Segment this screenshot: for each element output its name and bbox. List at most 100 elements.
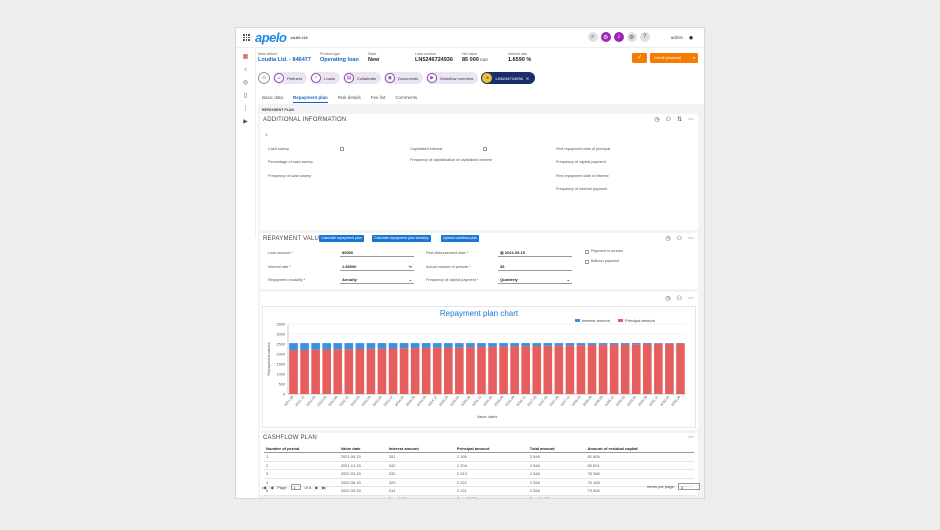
x-tick-label: 2027.09 [549, 395, 560, 407]
col-total[interactable]: Total amount [527, 444, 586, 453]
bar-principal [366, 348, 376, 394]
table-row[interactable]: 2 2021.12.15 342 2 204 2 546 80 601 [264, 461, 694, 470]
play-icon[interactable]: ▶ [243, 119, 248, 125]
dashboard-icon[interactable]: ▦ [242, 54, 249, 60]
compass-icon[interactable]: ◎ [242, 80, 249, 86]
loan-amount-input[interactable]: 85000 [340, 249, 414, 257]
pill-current-loan[interactable]: ● LN5246724936 ✕ [481, 72, 536, 84]
table-row[interactable]: 5 2022.09.15 314 2 231 2 546 73 934 [264, 486, 694, 496]
sum-cell: Sum: 85 000 [455, 495, 528, 499]
first-page-icon[interactable]: |◀ [262, 484, 267, 490]
apps-grid-icon[interactable] [243, 34, 250, 41]
x-tick-label: 2023.09 [372, 395, 383, 407]
calculate-plan-button[interactable]: Calculate repayment plan [319, 235, 364, 242]
next-page-icon[interactable]: ▶ [315, 484, 319, 490]
more-options-icon[interactable]: ⋯ [688, 236, 694, 242]
table-row[interactable]: 1 2021.09.15 351 2 195 2 546 82 805 [264, 452, 694, 462]
pill-loans[interactable]: ✓ Loans [310, 72, 341, 84]
capital-frequency-select[interactable]: Quarterly ⌄ [498, 277, 572, 284]
pill-collaterals[interactable]: ▤ Collaterals [343, 72, 381, 84]
bar-principal [543, 345, 553, 394]
history-icon[interactable]: ◷ [654, 117, 660, 123]
tab-fee-list[interactable]: Fee list [370, 95, 386, 100]
check-button[interactable]: ✓ [632, 53, 647, 63]
calculate-similarly-button[interactable]: Calculate repayment plan similarly [372, 235, 431, 242]
document-icon[interactable]: ▯ [243, 93, 248, 99]
app-logo[interactable]: apelo [255, 30, 287, 45]
x-tick-label: 2028.03 [571, 395, 582, 407]
user-avatar-icon[interactable]: ● [688, 32, 694, 42]
collapse-icon[interactable]: ∧ [265, 133, 268, 137]
settings-icon[interactable]: ⚙ [600, 32, 611, 42]
more-options-icon[interactable]: ⋯ [688, 296, 694, 302]
credit-proposal-button[interactable]: Credit proposal ▾ [650, 53, 698, 63]
tab-repayment-plan[interactable]: Repayment plan [293, 95, 328, 103]
history-icon[interactable]: ◷ [665, 236, 671, 242]
field-cash-sweep-frequency: Frequency of cash sweep [268, 174, 312, 178]
table-row[interactable]: 4 2022.06.15 323 2 222 2 546 76 165 [264, 478, 694, 487]
pill-partners[interactable]: ☺ Partners [273, 72, 308, 84]
tab-comments[interactable]: Comments [395, 95, 418, 100]
user-name[interactable]: admin [670, 34, 683, 40]
table-cell: 78 388 [585, 469, 694, 479]
legend-interest: Interest amount [575, 318, 610, 323]
table-cell: 2 [264, 461, 339, 470]
help-icon[interactable]: ? [639, 32, 650, 42]
col-principal[interactable]: Principal amount [454, 444, 528, 453]
pill-documents[interactable]: ◉ Documents [383, 72, 424, 84]
pill-workflow[interactable]: ▶ Workflow overview [426, 72, 479, 84]
bar-principal [388, 348, 398, 394]
page-input[interactable]: 1 [290, 484, 301, 490]
table-cell: 2021.09.15 [338, 452, 387, 462]
notification-icon[interactable]: ♪ [613, 32, 624, 42]
loan-header: Main debtor Loudia Ltd. - 846477 Product … [258, 52, 704, 68]
prev-page-icon[interactable]: ◀ [270, 484, 274, 490]
tab-basic-data[interactable]: Basic data [262, 95, 284, 100]
table-cell: 342 [386, 461, 455, 470]
x-tick-label: 2024.06 [405, 395, 416, 407]
table-cell: 2022.09.15 [338, 486, 387, 496]
bar-principal [322, 349, 332, 394]
filter-icon[interactable]: ⇅ [676, 117, 682, 123]
bar-interest [620, 343, 630, 345]
items-per-page-select[interactable]: 5 [678, 483, 700, 490]
col-residual[interactable]: Amount of residual capital [585, 444, 694, 453]
hierarchy-icon[interactable]: ⚇ [676, 236, 682, 242]
col-interest[interactable]: Interest amount [386, 444, 455, 453]
more-options-icon[interactable]: ⋯ [688, 117, 694, 123]
bar-principal [477, 346, 486, 394]
capitalised-interest-checkbox[interactable] [483, 147, 487, 151]
balloon-payment-checkbox[interactable] [585, 260, 589, 264]
interest-rate-input[interactable]: 1.65000% [340, 264, 414, 271]
first-disbursement-input[interactable]: ▦ 2021.09.15 [498, 249, 572, 257]
repayment-modality-select[interactable]: Annuity ⌄ [340, 277, 414, 284]
sidebar: ▦ ○ ◎ ▯ ⋮ ▶ [236, 48, 256, 238]
last-page-icon[interactable]: ▶| [322, 484, 327, 490]
col-value-date[interactable]: Value date [338, 444, 387, 453]
upload-cashflow-button[interactable]: Upload cashflow plan [441, 235, 480, 242]
home-icon[interactable]: ⌂ [258, 72, 270, 84]
chat-icon[interactable]: ○ [243, 67, 248, 73]
gear-icon[interactable]: ⚙ [626, 32, 637, 42]
payment-in-arrears-checkbox[interactable] [585, 250, 589, 254]
hierarchy-icon[interactable]: ⚇ [676, 296, 682, 302]
cash-sweep-checkbox[interactable] [340, 147, 344, 151]
col-period[interactable]: Number of period [264, 444, 339, 453]
bar-principal [443, 347, 453, 394]
more-options-icon[interactable]: ⋯ [688, 435, 694, 441]
bar-interest [344, 343, 354, 350]
hierarchy-icon[interactable]: ⚇ [665, 117, 671, 123]
bar-interest [543, 343, 553, 346]
periods-input[interactable]: 36 [498, 263, 572, 271]
more-icon[interactable]: ⋮ [242, 106, 249, 112]
legend-principal: Principal amount [618, 318, 655, 323]
bar-interest [654, 343, 663, 344]
search-icon[interactable]: ⌕ [587, 32, 598, 42]
history-icon[interactable]: ◷ [665, 296, 671, 302]
close-icon[interactable]: ✕ [525, 75, 530, 81]
tab-risk-details[interactable]: Risk details [337, 95, 361, 100]
table-row[interactable]: 3 2022.03.15 332 2 213 2 546 78 388 [264, 469, 694, 479]
chevron-down-icon[interactable]: ▾ [692, 55, 695, 60]
y-tick-label: 1500 [277, 362, 285, 366]
calendar-icon[interactable]: ▦ [500, 250, 504, 255]
